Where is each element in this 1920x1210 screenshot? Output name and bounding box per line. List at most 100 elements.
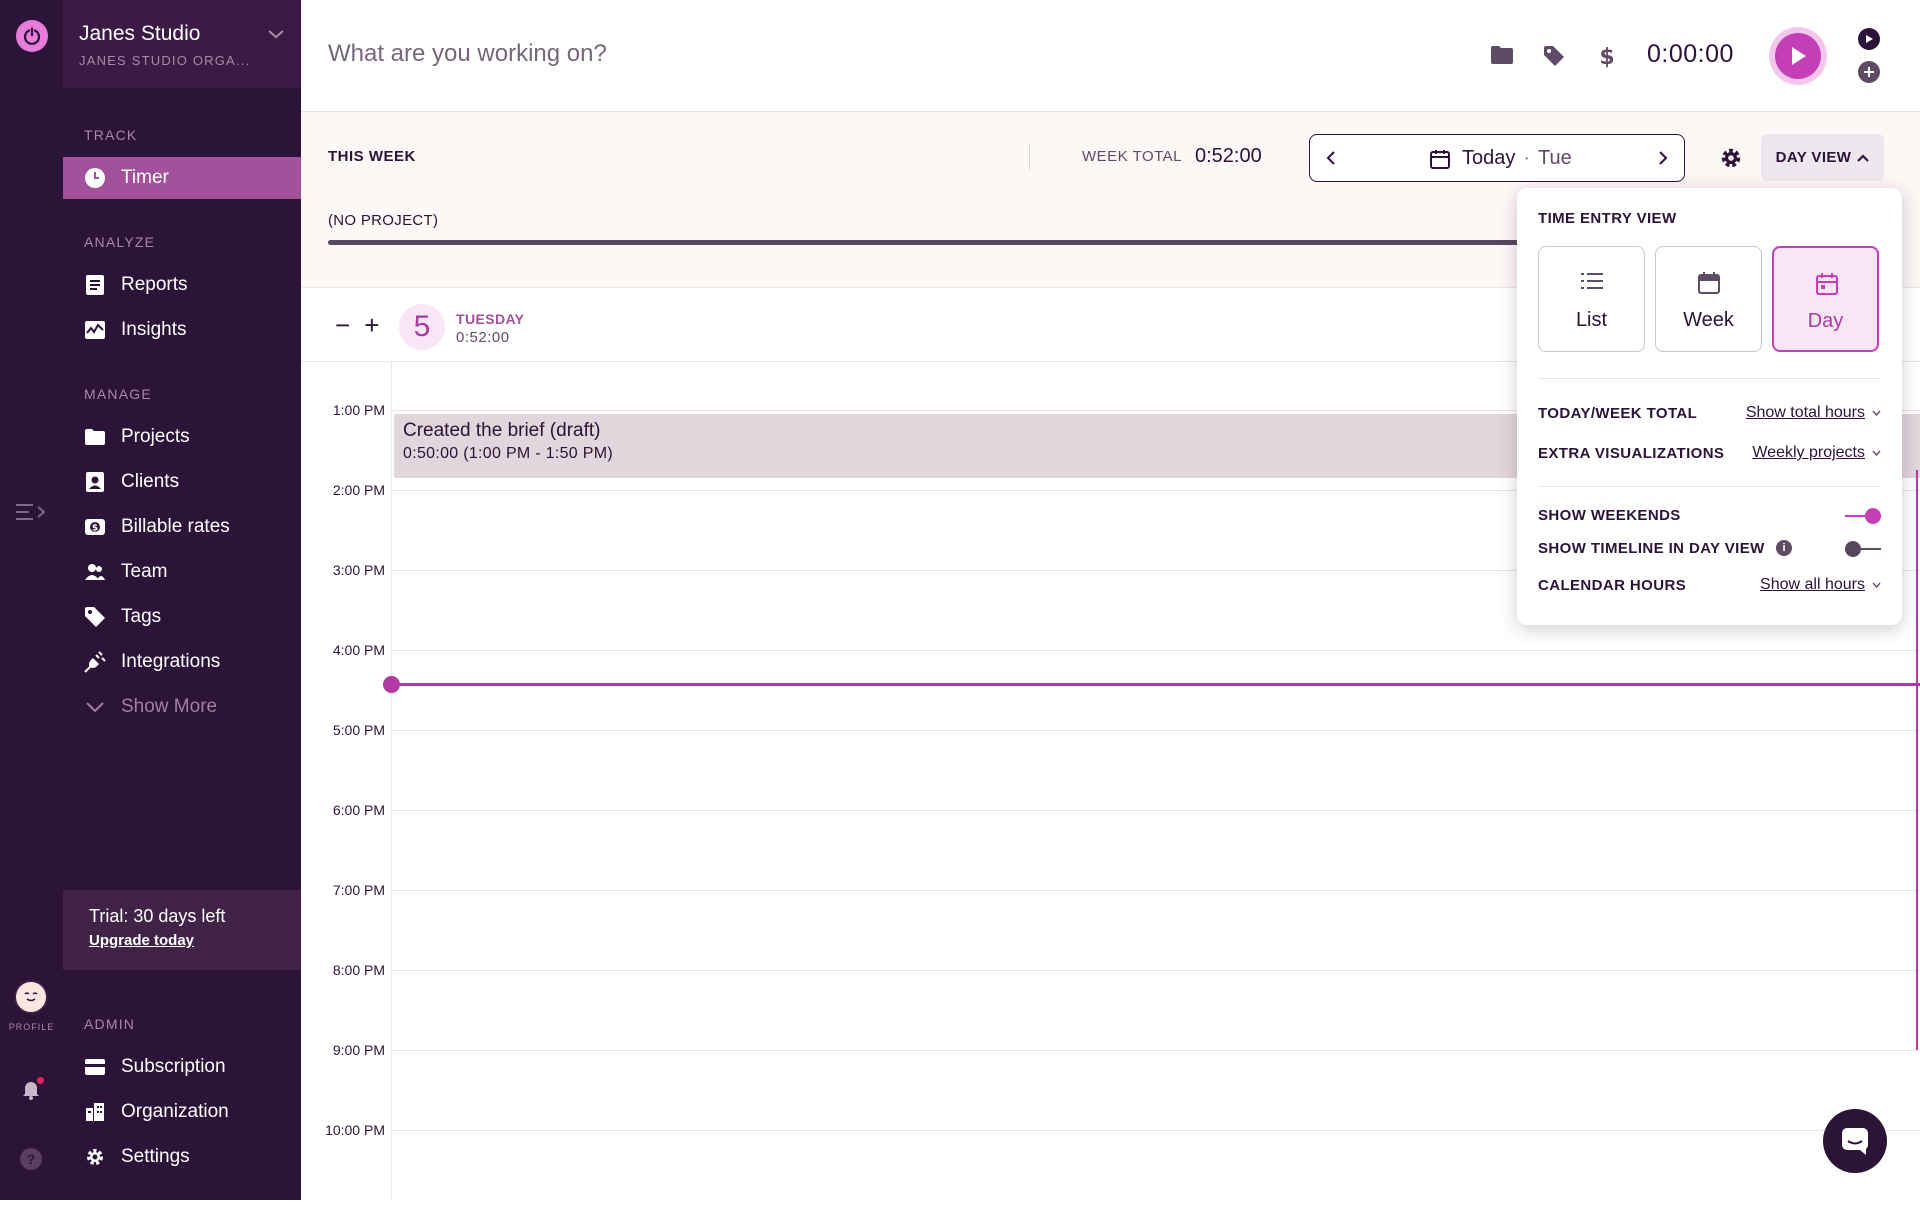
hour-label: 3:00 PM [332, 562, 385, 578]
time-gutter-divider [391, 362, 392, 1200]
hour-label: 4:00 PM [332, 642, 385, 658]
sidebar-item-integrations[interactable]: Integrations [63, 641, 301, 683]
extra-visualizations-row: EXTRA VISUALIZATIONS Weekly projects [1538, 442, 1881, 466]
sidebar-item-timer[interactable]: Timer [63, 157, 301, 199]
tag-icon [84, 606, 106, 628]
chevron-down-icon [1872, 582, 1881, 588]
list-icon [1581, 272, 1603, 290]
sidebar-item-label: Team [121, 561, 168, 582]
timer-bar: What are you working on? $ 0:00:00 [301, 0, 1920, 112]
chevron-down-icon [1872, 410, 1881, 416]
notifications-bell-icon[interactable] [20, 1077, 44, 1100]
tag-icon[interactable] [1543, 45, 1565, 67]
week-total-label: WEEK TOTAL [1082, 148, 1183, 165]
workspace-switcher[interactable]: Janes Studio JANES STUDIO ORGA... [63, 0, 301, 88]
expand-menu-icon[interactable] [15, 502, 47, 522]
zoom-in-button[interactable]: + [364, 310, 380, 340]
calendar-hours-dropdown[interactable]: Show all hours [1760, 576, 1881, 594]
hour-line [391, 1050, 1920, 1051]
hour-row: 2:00 PM [301, 482, 1920, 570]
timer-clock: 0:00:00 [1647, 40, 1734, 68]
sidebar-item-reports[interactable]: Reports [63, 264, 301, 306]
project-label: (NO PROJECT) [328, 212, 439, 229]
hour-line [391, 650, 1920, 651]
sidebar-item-label: Reports [121, 274, 188, 295]
sidebar-item-label: Tags [121, 606, 162, 627]
power-logo-icon[interactable] [16, 20, 48, 52]
calendar-icon [1430, 149, 1450, 169]
sidebar-item-organization[interactable]: Organization [63, 1091, 301, 1133]
chat-support-button[interactable] [1823, 1109, 1887, 1173]
view-option-list[interactable]: List [1538, 246, 1645, 352]
date-picker[interactable]: Today · Tue [1309, 134, 1685, 182]
profile-avatar[interactable] [14, 980, 48, 1014]
zoom-out-button[interactable]: − [335, 310, 351, 340]
sidebar-item-label: Subscription [121, 1056, 226, 1077]
workspace-name: Janes Studio [79, 22, 201, 45]
sidebar-item-subscription[interactable]: Subscription [63, 1046, 301, 1088]
sidebar-item-billable-rates[interactable]: $ Billable rates [63, 506, 301, 548]
chat-icon [1842, 1128, 1868, 1155]
show-weekends-toggle[interactable] [1845, 508, 1881, 524]
next-day-icon[interactable] [1658, 150, 1668, 166]
billable-dollar-icon[interactable]: $ [1599, 43, 1615, 69]
timer-description-input[interactable]: What are you working on? [328, 40, 607, 67]
hour-line [391, 890, 1920, 891]
hour-label: 8:00 PM [332, 962, 385, 978]
view-mode-dropdown[interactable]: DAY VIEW [1761, 134, 1884, 181]
date-day-of-week: Tue [1538, 147, 1572, 169]
view-option-day[interactable]: Day [1772, 246, 1879, 352]
hour-row: 5:00 PM [301, 722, 1920, 810]
timer-mode-play-icon[interactable] [1858, 28, 1880, 50]
extra-visualizations-dropdown[interactable]: Weekly projects [1752, 444, 1881, 462]
icon-rail: PROFILE ? [0, 0, 63, 1200]
start-timer-button[interactable] [1769, 27, 1827, 85]
hour-row: 7:00 PM [301, 882, 1920, 970]
plug-icon [84, 651, 106, 673]
toggle-knob [1865, 508, 1881, 524]
sidebar-item-insights[interactable]: Insights [63, 309, 301, 351]
sidebar-item-label: Timer [121, 167, 169, 188]
trial-text: Trial: 30 days left [89, 906, 226, 926]
view-option-label: List [1575, 309, 1608, 331]
sidebar-item-label: Integrations [121, 651, 221, 672]
clock-icon [84, 167, 106, 189]
sidebar: Janes Studio JANES STUDIO ORGA... TRACK … [63, 0, 301, 1200]
gear-icon [84, 1146, 106, 1168]
building-icon [84, 1101, 106, 1123]
toggle-track [1845, 548, 1881, 550]
manual-mode-plus-icon[interactable] [1858, 61, 1880, 83]
previous-day-icon[interactable] [1326, 150, 1336, 166]
upgrade-link[interactable]: Upgrade today [89, 932, 195, 949]
today-week-total-dropdown[interactable]: Show total hours [1746, 404, 1881, 422]
hour-label: 1:00 PM [332, 402, 385, 418]
hour-row: 8:00 PM [301, 962, 1920, 1050]
view-option-week[interactable]: Week [1655, 246, 1762, 352]
reports-icon [84, 274, 106, 296]
folder-icon[interactable] [1490, 45, 1514, 65]
organization-name: JANES STUDIO ORGA... [79, 53, 251, 68]
play-icon [1775, 33, 1821, 79]
toggle-track [1845, 515, 1881, 517]
hour-label: 9:00 PM [332, 1042, 385, 1058]
time-entry-duration: 0:50:00 (1:00 PM - 1:50 PM) [403, 445, 613, 462]
date-display[interactable]: Today · Tue [1430, 147, 1572, 170]
project-progress-bar [328, 240, 1888, 245]
sidebar-item-settings[interactable]: Settings [63, 1136, 301, 1178]
info-icon[interactable]: i [1776, 540, 1792, 556]
sidebar-item-tags[interactable]: Tags [63, 596, 301, 638]
sidebar-item-clients[interactable]: Clients [63, 461, 301, 503]
chevron-up-icon [1857, 153, 1870, 162]
dropdown-value: Weekly projects [1752, 444, 1865, 461]
show-weekends-row: SHOW WEEKENDS [1538, 504, 1881, 528]
day-number: 5 [399, 304, 445, 350]
sidebar-item-projects[interactable]: Projects [63, 416, 301, 458]
setting-label: TODAY/WEEK TOTAL [1538, 405, 1698, 422]
show-timeline-toggle[interactable] [1845, 541, 1881, 557]
hour-label: 10:00 PM [325, 1122, 385, 1138]
sidebar-show-more[interactable]: Show More [63, 686, 301, 728]
help-icon[interactable]: ? [20, 1148, 42, 1170]
gear-icon[interactable] [1719, 146, 1743, 170]
divider [1538, 486, 1881, 487]
sidebar-item-team[interactable]: Team [63, 551, 301, 593]
